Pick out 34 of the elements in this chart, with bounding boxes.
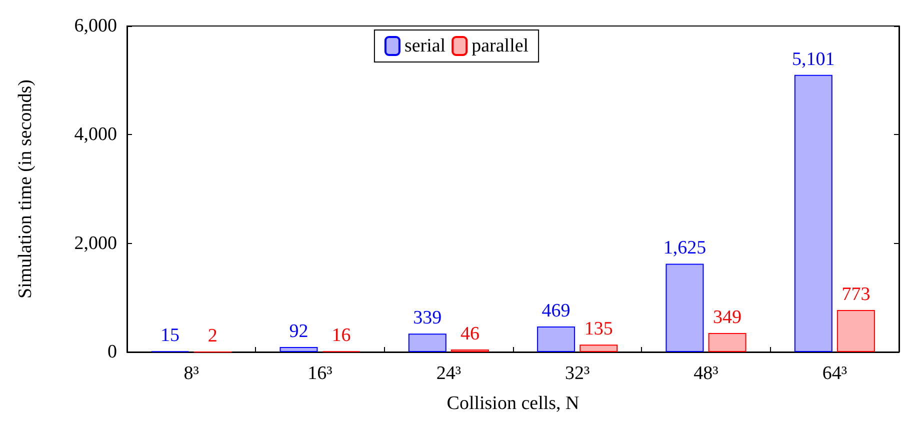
bar [408, 334, 446, 352]
data-label: 2 [208, 325, 218, 346]
x-tick-label: 24³ [436, 363, 462, 384]
y-tick-label: 4,000 [74, 124, 117, 146]
y-axis-title: Simulation time (in seconds) [15, 79, 36, 299]
bar [836, 310, 875, 352]
y-tick-label: 2,000 [74, 232, 117, 254]
x-tick-label: 8³ [184, 363, 200, 384]
y-tick-label: 6,000 [74, 16, 117, 36]
bar [580, 344, 618, 352]
data-label: 135 [584, 318, 613, 340]
bar [666, 264, 704, 352]
data-label: 1,625 [663, 238, 706, 259]
legend-label: parallel [472, 36, 529, 56]
x-axis-title: Collision cells, N [446, 393, 580, 414]
y-tick-label: 0 [108, 342, 117, 362]
data-label: 16 [332, 325, 351, 346]
data-label: 92 [289, 321, 308, 342]
x-tick-label: 32³ [564, 363, 590, 384]
x-tick-label: 64³ [822, 363, 848, 384]
bar [537, 326, 576, 352]
data-label: 349 [713, 307, 742, 328]
data-label: 469 [542, 300, 570, 322]
data-label: 46 [460, 324, 480, 344]
x-tick-label: 16³ [308, 363, 333, 384]
x-tick-label: 48³ [694, 363, 719, 384]
data-label: 5,101 [792, 48, 835, 70]
data-label: 15 [160, 325, 180, 346]
legend-label: serial [404, 36, 446, 56]
bar [280, 347, 318, 352]
bar [794, 74, 832, 352]
data-label: 773 [842, 284, 870, 305]
data-label: 339 [413, 308, 442, 329]
bar [708, 333, 746, 352]
